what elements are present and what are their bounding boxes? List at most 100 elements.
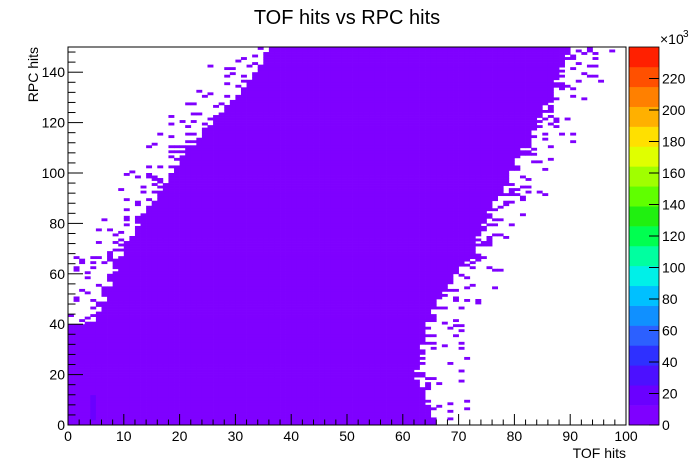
heatmap-cell xyxy=(447,271,454,275)
heatmap-cell xyxy=(313,271,320,275)
heatmap-cell xyxy=(330,266,337,270)
heatmap-cell xyxy=(408,283,415,287)
heatmap-cell xyxy=(107,296,113,300)
heatmap-cell xyxy=(358,349,365,353)
heatmap-cell xyxy=(246,241,253,244)
heatmap-cell xyxy=(118,419,125,423)
heatmap-cell xyxy=(330,271,337,275)
heatmap-cell xyxy=(257,372,264,375)
heatmap-cell xyxy=(162,304,169,307)
heatmap-cell xyxy=(90,359,97,363)
heatmap-cell xyxy=(201,414,208,418)
heatmap-cell xyxy=(313,283,320,287)
heatmap-cell xyxy=(263,228,270,232)
heatmap-cell xyxy=(84,377,91,380)
heatmap-cell xyxy=(391,359,398,363)
heatmap-cell xyxy=(246,339,253,343)
heatmap-cell xyxy=(363,374,370,378)
heatmap-cell xyxy=(363,246,370,249)
heatmap-cell xyxy=(151,233,158,237)
heatmap-cell xyxy=(274,409,281,413)
heatmap-cell xyxy=(475,233,482,237)
heatmap-cell xyxy=(252,268,259,272)
heatmap-cell xyxy=(157,344,164,348)
heatmap-cell xyxy=(358,329,365,333)
heatmap-cell xyxy=(352,407,359,411)
heatmap-cell xyxy=(330,326,337,330)
heatmap-cell xyxy=(134,369,141,373)
heatmap-cell xyxy=(101,293,108,297)
heatmap-cell xyxy=(229,276,236,280)
heatmap-cell xyxy=(129,319,136,323)
heatmap-cell xyxy=(369,273,376,277)
heatmap-cell xyxy=(84,344,91,348)
heatmap-cell xyxy=(358,291,365,295)
heatmap-cell xyxy=(252,261,259,265)
heatmap-cell xyxy=(352,384,359,388)
heatmap-cell xyxy=(107,293,113,297)
heatmap-cell xyxy=(157,304,164,307)
heatmap-cell xyxy=(123,271,130,275)
heatmap-cell xyxy=(369,377,376,380)
heatmap-cell xyxy=(296,394,303,398)
heatmap-cell xyxy=(268,276,275,280)
heatmap-cell xyxy=(280,233,286,237)
heatmap-cell xyxy=(201,387,208,391)
heatmap-cell xyxy=(341,372,348,375)
heatmap-cell xyxy=(73,412,80,416)
heatmap-cell xyxy=(386,306,392,310)
heatmap-cell xyxy=(324,271,331,275)
heatmap-cell xyxy=(218,349,225,353)
heatmap-cell xyxy=(207,251,214,254)
heatmap-cell xyxy=(146,369,153,373)
heatmap-cell xyxy=(358,369,365,373)
heatmap-cell xyxy=(157,283,164,287)
heatmap-cell xyxy=(263,263,270,267)
heatmap-cell xyxy=(347,236,353,239)
heatmap-cell xyxy=(229,306,236,310)
heatmap-cell xyxy=(386,286,392,290)
heatmap-cell xyxy=(358,266,365,270)
heatmap-cell xyxy=(151,341,158,345)
heatmap-cell xyxy=(157,288,164,292)
heatmap-cell xyxy=(330,256,337,260)
heatmap-cell xyxy=(291,228,298,232)
heatmap-cell xyxy=(246,326,253,330)
heatmap-cell xyxy=(296,230,303,234)
heatmap-cell xyxy=(374,263,381,267)
heatmap-cell xyxy=(185,414,192,418)
heatmap-cell xyxy=(386,354,392,358)
heatmap-cell xyxy=(118,387,125,391)
heatmap-cell xyxy=(319,241,326,244)
heatmap-cell xyxy=(235,278,242,282)
heatmap-cell xyxy=(386,309,392,312)
heatmap-cell xyxy=(324,288,331,292)
heatmap-cell xyxy=(447,263,454,267)
heatmap-cell xyxy=(146,362,153,365)
heatmap-cell xyxy=(285,291,292,295)
heatmap-cell xyxy=(263,389,270,393)
heatmap-cell xyxy=(302,293,309,297)
heatmap-cell xyxy=(291,283,298,287)
heatmap-cell xyxy=(419,251,426,254)
heatmap-cell xyxy=(252,404,259,408)
heatmap-cell xyxy=(240,241,247,244)
heatmap-cell xyxy=(296,356,303,360)
heatmap-cell xyxy=(263,374,270,378)
heatmap-cell xyxy=(330,273,337,277)
heatmap-cell xyxy=(263,283,270,287)
heatmap-cell xyxy=(162,271,169,275)
heatmap-cell xyxy=(134,273,141,277)
heatmap-cell xyxy=(302,241,309,244)
heatmap-cell xyxy=(263,379,270,383)
heatmap-cell xyxy=(285,334,292,338)
heatmap-cell xyxy=(402,296,409,300)
heatmap-cell xyxy=(201,356,208,360)
heatmap-cell xyxy=(140,351,147,355)
heatmap-cell xyxy=(419,389,426,393)
heatmap-cell xyxy=(319,293,326,297)
heatmap-cell xyxy=(280,243,286,247)
heatmap-cell xyxy=(190,321,197,325)
heatmap-cell xyxy=(146,248,153,252)
heatmap-cell xyxy=(391,233,398,237)
